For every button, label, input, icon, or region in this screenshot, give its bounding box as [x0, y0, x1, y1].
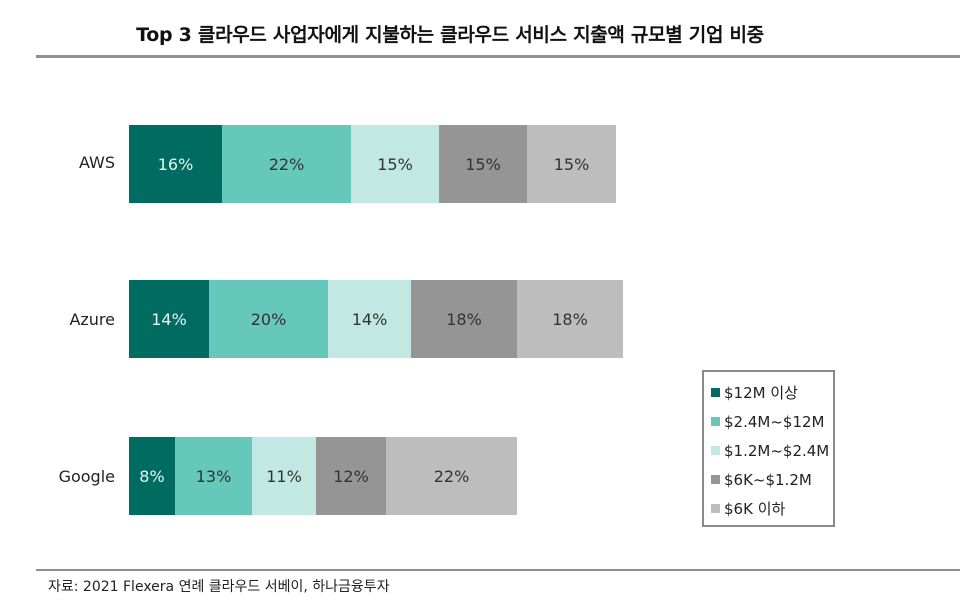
bar-segment: 20% — [209, 280, 328, 358]
bar-segment: 14% — [129, 280, 209, 358]
bar-segment: 15% — [527, 125, 616, 203]
chart-title: Top 3 클라우드 사업자에게 지불하는 클라우드 서비스 지출액 규모별 기… — [136, 24, 764, 46]
bar-segment: 22% — [222, 125, 351, 203]
legend-label: $2.4M~$12M — [724, 412, 825, 431]
source-note: 자료: 2021 Flexera 연례 클라우드 서베이, 하나금융투자 — [48, 579, 390, 595]
bar-aws: 16% 22% 15% 15% 15% — [129, 125, 616, 203]
legend-label: $6K 이하 — [724, 500, 786, 518]
bar-segment: 16% — [129, 125, 222, 203]
legend-item: $6K~$1.2M — [711, 465, 833, 494]
legend-swatch-icon — [711, 475, 720, 484]
legend-label: $6K~$1.2M — [724, 470, 812, 489]
bar-segment: 13% — [175, 437, 252, 515]
legend-item: $2.4M~$12M — [711, 407, 833, 436]
top-divider — [36, 55, 960, 58]
bar-segment: 15% — [439, 125, 527, 203]
row-label-google: Google — [58, 467, 115, 486]
legend-item: $1.2M~$2.4M — [711, 436, 833, 465]
bar-segment: 14% — [328, 280, 411, 358]
bar-segment: 8% — [129, 437, 175, 515]
legend-swatch-icon — [711, 417, 720, 426]
legend-swatch-icon — [711, 504, 720, 513]
bar-azure: 14% 20% 14% 18% 18% — [129, 280, 623, 358]
legend-item: $12M 이상 — [711, 378, 833, 407]
legend-swatch-icon — [711, 388, 720, 397]
legend-swatch-icon — [711, 446, 720, 455]
bar-segment: 22% — [386, 437, 517, 515]
chart-legend: $12M 이상 $2.4M~$12M $1.2M~$2.4M $6K~$1.2M… — [702, 370, 835, 527]
bar-segment: 18% — [411, 280, 517, 358]
bar-segment: 15% — [351, 125, 439, 203]
bar-segment: 18% — [517, 280, 623, 358]
legend-label: $1.2M~$2.4M — [724, 441, 830, 460]
bar-google: 8% 13% 11% 12% 22% — [129, 437, 517, 515]
row-label-aws: AWS — [78, 153, 115, 172]
bar-segment: 11% — [252, 437, 316, 515]
bar-segment: 12% — [316, 437, 386, 515]
legend-item: $6K 이하 — [711, 494, 833, 523]
legend-label: $12M 이상 — [724, 384, 798, 402]
row-label-azure: Azure — [69, 310, 115, 329]
bottom-divider — [36, 569, 960, 571]
